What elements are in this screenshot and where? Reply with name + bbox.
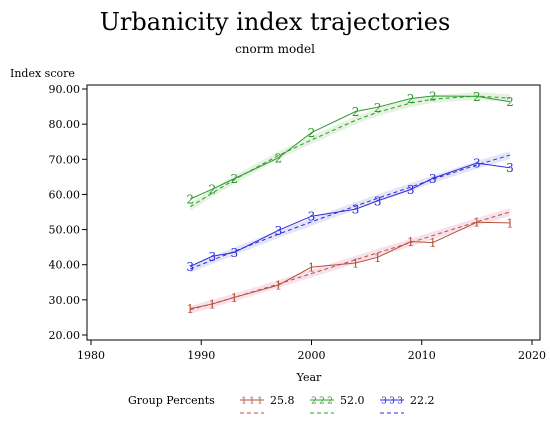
plot-area: 20.00 30.00 40.00 50.00 60.00 70.00 80.00 90.00… (49, 83, 546, 414)
data-point-marker: 3 (352, 203, 360, 217)
data-point-marker: 3 (407, 183, 415, 197)
y-tick-label: 50.00 (49, 224, 81, 237)
data-point-marker: 2 (186, 192, 194, 206)
x-tick-label: 2000 (298, 349, 326, 362)
data-point-marker: 1 (473, 216, 481, 230)
legend-label-3: 22.2 (410, 394, 435, 407)
data-point-marker: 3 (506, 161, 514, 175)
data-point-marker: 1 (275, 279, 283, 293)
data-point-marker: 2 (352, 105, 360, 119)
y-tick-label: 20.00 (49, 329, 81, 342)
x-tick-label: 1990 (187, 349, 215, 362)
x-tick-label: 1980 (77, 349, 105, 362)
data-point-marker: 3 (473, 157, 481, 171)
predicted-line-2 (189, 95, 510, 208)
data-point-marker: 3 (429, 172, 437, 186)
legend-title: Group Percents (128, 394, 215, 407)
legend-marker: 2 (311, 397, 317, 407)
x-axis-label: Year (296, 371, 322, 384)
confidence-band-3 (190, 151, 510, 273)
data-point-marker: 1 (374, 251, 382, 265)
legend-marker: 3 (381, 397, 387, 407)
chart-title: Urbanicity index trajectories (100, 8, 451, 36)
data-point-marker: 2 (308, 126, 316, 140)
data-point-marker: 1 (208, 298, 216, 312)
y-tick-label: 30.00 (49, 294, 81, 307)
data-point-marker: 2 (208, 183, 216, 197)
legend-marker: 2 (327, 397, 333, 407)
data-point-marker: 3 (374, 194, 382, 208)
predicted-line-3 (190, 154, 511, 270)
data-point-marker: 3 (275, 224, 283, 238)
data-point-marker: 3 (231, 246, 239, 260)
legend-label-2: 52.0 (340, 394, 365, 407)
data-point-marker: 1 (352, 256, 360, 270)
y-tick-label: 40.00 (49, 259, 81, 272)
y-tick-label: 60.00 (49, 188, 81, 201)
confidence-band-1 (190, 208, 510, 314)
data-point-marker: 3 (186, 260, 194, 274)
data-point-marker: 2 (506, 95, 514, 109)
observed-line-1 (190, 221, 510, 310)
legend-label-1: 25.8 (270, 394, 295, 407)
legend-marker: 1 (257, 397, 263, 407)
observed-line-3 (190, 162, 511, 267)
observed-line-2 (190, 95, 511, 200)
data-point-marker: 1 (308, 261, 316, 275)
y-tick-label: 90.00 (49, 83, 81, 96)
data-point-marker: 3 (208, 250, 216, 264)
y-tick-label: 70.00 (49, 153, 81, 166)
confidence-band-2 (190, 92, 510, 211)
data-point-marker: 2 (429, 90, 437, 104)
y-axis-label: Index score (10, 67, 75, 80)
legend-marker: 2 (319, 397, 325, 407)
data-point-marker: 3 (308, 210, 316, 224)
data-point-marker: 1 (186, 302, 194, 316)
legend-marker: 3 (397, 397, 403, 407)
y-tick-label: 80.00 (49, 118, 81, 131)
x-tick-label: 2010 (408, 349, 436, 362)
data-point-marker: 2 (407, 92, 415, 106)
data-point-marker: 1 (429, 236, 437, 250)
data-point-marker: 1 (231, 291, 239, 305)
data-point-marker: 2 (473, 90, 481, 104)
legend-marker: 3 (389, 397, 395, 407)
data-point-marker: 2 (275, 151, 283, 165)
data-point-marker: 2 (374, 101, 382, 115)
plot-frame (86, 84, 541, 341)
legend-marker: 1 (249, 397, 255, 407)
chart-subtitle: cnorm model (235, 42, 315, 56)
data-point-marker: 1 (407, 235, 415, 249)
legend-marker: 1 (241, 397, 247, 407)
data-point-marker: 2 (231, 172, 239, 186)
data-point-marker: 1 (506, 216, 514, 230)
x-tick-label: 2020 (518, 349, 546, 362)
